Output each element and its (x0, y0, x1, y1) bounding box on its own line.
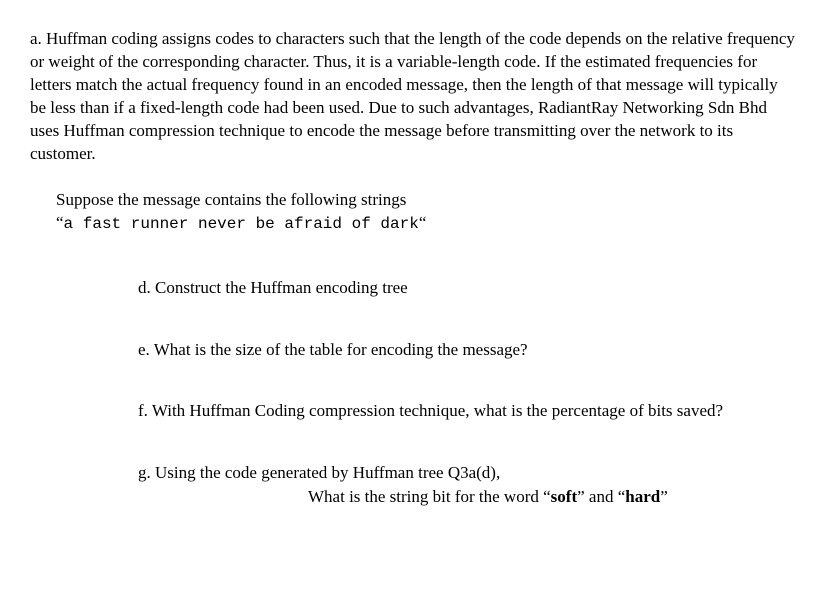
g-mid: ” and “ (577, 487, 625, 506)
question-f-text: f. With Huffman Coding compression techn… (138, 401, 723, 420)
question-e: e. What is the size of the table for enc… (138, 338, 755, 362)
question-f: f. With Huffman Coding compression techn… (138, 399, 755, 423)
suppose-line1: Suppose the message contains the followi… (56, 190, 406, 209)
question-d-text: d. Construct the Huffman encoding tree (138, 278, 408, 297)
question-e-text: e. What is the size of the table for enc… (138, 340, 528, 359)
g-word-soft: soft (551, 487, 577, 506)
g-line2-prefix: What is the string bit for the word “ (308, 487, 551, 506)
g-end: ” (660, 487, 668, 506)
message-string: a fast runner never be afraid of dark (64, 215, 419, 233)
question-d: d. Construct the Huffman encoding tree (138, 276, 755, 300)
question-g-line2: What is the string bit for the word “sof… (308, 485, 775, 509)
suppose-block: Suppose the message contains the followi… (56, 188, 795, 236)
close-quote: “ (419, 213, 427, 232)
question-g: g. Using the code generated by Huffman t… (138, 461, 775, 509)
g-word-hard: hard (625, 487, 660, 506)
open-quote: “ (56, 213, 64, 232)
intro-paragraph: a. Huffman coding assigns codes to chara… (30, 28, 795, 166)
intro-text: a. Huffman coding assigns codes to chara… (30, 29, 795, 163)
question-g-line1: g. Using the code generated by Huffman t… (138, 463, 500, 482)
